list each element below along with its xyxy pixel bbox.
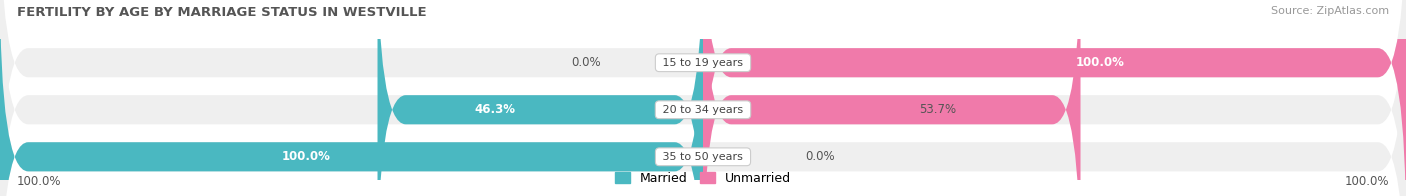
Text: 46.3%: 46.3% — [474, 103, 515, 116]
Legend: Married, Unmarried: Married, Unmarried — [610, 167, 796, 190]
Text: 20 to 34 years: 20 to 34 years — [659, 105, 747, 115]
Text: 35 to 50 years: 35 to 50 years — [659, 152, 747, 162]
Text: 100.0%: 100.0% — [281, 150, 330, 163]
FancyBboxPatch shape — [377, 0, 703, 196]
Text: FERTILITY BY AGE BY MARRIAGE STATUS IN WESTVILLE: FERTILITY BY AGE BY MARRIAGE STATUS IN W… — [17, 6, 426, 19]
Text: Source: ZipAtlas.com: Source: ZipAtlas.com — [1271, 6, 1389, 16]
Text: 0.0%: 0.0% — [804, 150, 835, 163]
FancyBboxPatch shape — [703, 0, 1406, 196]
Text: 100.0%: 100.0% — [17, 175, 62, 188]
FancyBboxPatch shape — [0, 0, 703, 196]
Text: 0.0%: 0.0% — [571, 56, 602, 69]
Text: 15 to 19 years: 15 to 19 years — [659, 58, 747, 68]
Text: 100.0%: 100.0% — [1344, 175, 1389, 188]
Text: 53.7%: 53.7% — [920, 103, 956, 116]
FancyBboxPatch shape — [703, 0, 1080, 196]
Text: 100.0%: 100.0% — [1076, 56, 1125, 69]
